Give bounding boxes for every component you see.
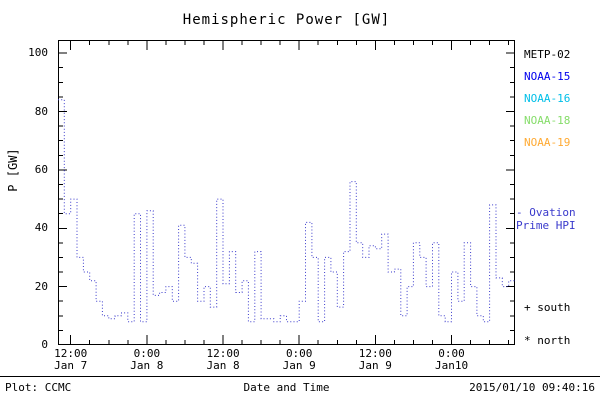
south-marker-legend: + south bbox=[524, 301, 570, 314]
north-marker-label: north bbox=[537, 334, 571, 347]
y-tick-label: 40 bbox=[34, 221, 48, 235]
y-axis-tick-labels: 0 20 40 60 80 100 bbox=[16, 40, 52, 351]
legend-item-noaa-15: NOAA-15 bbox=[524, 70, 571, 83]
y-tick-label: 60 bbox=[34, 162, 48, 176]
y-tick-label: 0 bbox=[41, 338, 48, 351]
legend-item-metp-02: METP-02 bbox=[524, 48, 571, 61]
x-axis-label: Date and Time bbox=[243, 381, 330, 394]
plus-marker-icon: + bbox=[524, 301, 531, 314]
y-tick-label: 80 bbox=[34, 104, 48, 118]
legend-item-noaa-16: NOAA-16 bbox=[524, 92, 571, 105]
x-tick-label: 12:00 Jan 9 bbox=[358, 347, 392, 372]
legend-ovation-prime-hpi: - Ovation Prime HPI bbox=[516, 206, 576, 232]
plot-timestamp: 2015/01/10 09:40:16 bbox=[469, 381, 595, 394]
x-tick-label: 0:00 Jan10 bbox=[434, 347, 469, 372]
legend-ovation-line1: - Ovation bbox=[516, 206, 576, 219]
legend-satellites: METP-02 NOAA-15 NOAA-16 NOAA-18 NOAA-19 bbox=[524, 44, 570, 154]
chart-canvas bbox=[58, 40, 515, 345]
y-tick-label: 100 bbox=[28, 46, 48, 60]
asterisk-marker-icon: * bbox=[524, 334, 531, 347]
north-marker-legend: * north bbox=[524, 334, 570, 347]
x-tick-label: 12:00 Jan 7 bbox=[54, 347, 88, 372]
chart-title: Hemispheric Power [GW] bbox=[182, 12, 391, 28]
footer-separator bbox=[0, 376, 600, 377]
y-tick-label: 20 bbox=[34, 279, 48, 293]
x-tick-label: 0:00 Jan 9 bbox=[282, 347, 316, 372]
legend-item-noaa-19: NOAA-19 bbox=[524, 136, 571, 149]
x-tick-label: 0:00 Jan 8 bbox=[130, 347, 164, 372]
plot-credit: Plot: CCMC bbox=[5, 381, 72, 394]
x-tick-label: 12:00 Jan 8 bbox=[206, 347, 240, 372]
south-marker-label: south bbox=[537, 301, 571, 314]
legend-item-noaa-18: NOAA-18 bbox=[524, 114, 571, 127]
legend-ovation-line2: Prime HPI bbox=[516, 219, 576, 232]
x-axis-tick-labels: 12:00 Jan 7 0:00 Jan 8 12:00 Jan 8 0:00 Jan 9 12… bbox=[54, 347, 515, 374]
